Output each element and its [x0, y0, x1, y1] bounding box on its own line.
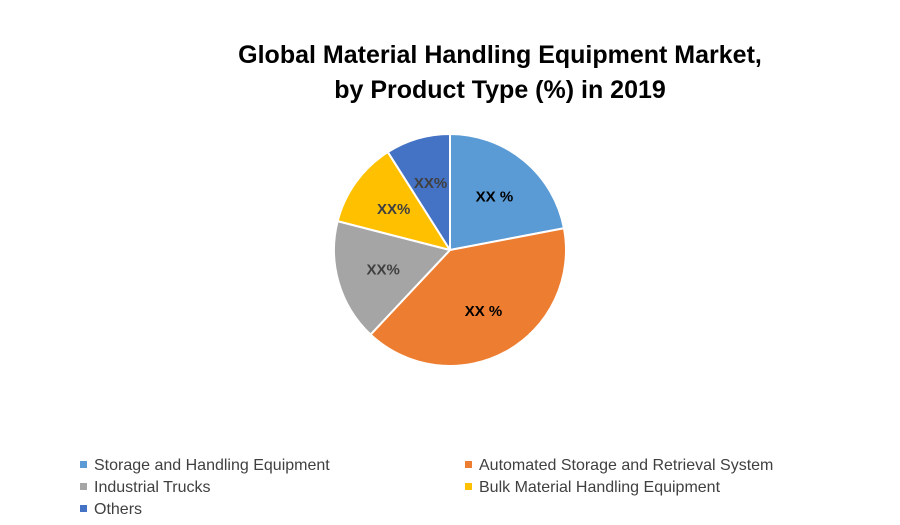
pie-slice-others: [386, 133, 451, 251]
chart-title-line-1: Global Material Handling Equipment Marke…: [238, 41, 762, 69]
legend: Storage and Handling Equipment Automated …: [80, 457, 773, 518]
pie-slice-storage-and-handling-equipment: [449, 133, 565, 251]
pie-slices: [333, 133, 567, 368]
legend-label-bulk-material-handling-equipment: Bulk Material Handling Equipment: [479, 479, 721, 496]
data-label-industrial-trucks: XX%: [367, 261, 400, 278]
legend-swatch-others: [80, 505, 87, 512]
chart-title-line-2: by Product Type (%) in 2019: [334, 76, 666, 104]
pie-slice-automated-storage-and-retrieval-system: [369, 227, 567, 368]
legend-swatch-automated-storage-and-retrieval-system: [465, 461, 472, 468]
data-label-storage-and-handling-equipment: XX %: [476, 188, 514, 205]
pie-slice-industrial-trucks: [333, 220, 451, 336]
legend-swatch-bulk-material-handling-equipment: [465, 483, 472, 490]
data-label-others: XX%: [414, 175, 447, 192]
slice-labels: XX %XX %XX%XX%XX%: [367, 175, 514, 320]
legend-label-industrial-trucks: Industrial Trucks: [94, 479, 210, 496]
legend-label-automated-storage-and-retrieval-system: Automated Storage and Retrieval System: [479, 457, 773, 474]
legend-label-storage-and-handling-equipment: Storage and Handling Equipment: [94, 457, 330, 474]
legend-swatch-storage-and-handling-equipment: [80, 461, 87, 468]
legend-label-others: Others: [94, 501, 142, 518]
legend-swatch-industrial-trucks: [80, 483, 87, 490]
data-label-bulk-material-handling-equipment: XX%: [377, 201, 410, 218]
data-label-automated-storage-and-retrieval-system: XX %: [465, 303, 503, 320]
pie-slice-bulk-material-handling-equipment: [336, 151, 451, 251]
